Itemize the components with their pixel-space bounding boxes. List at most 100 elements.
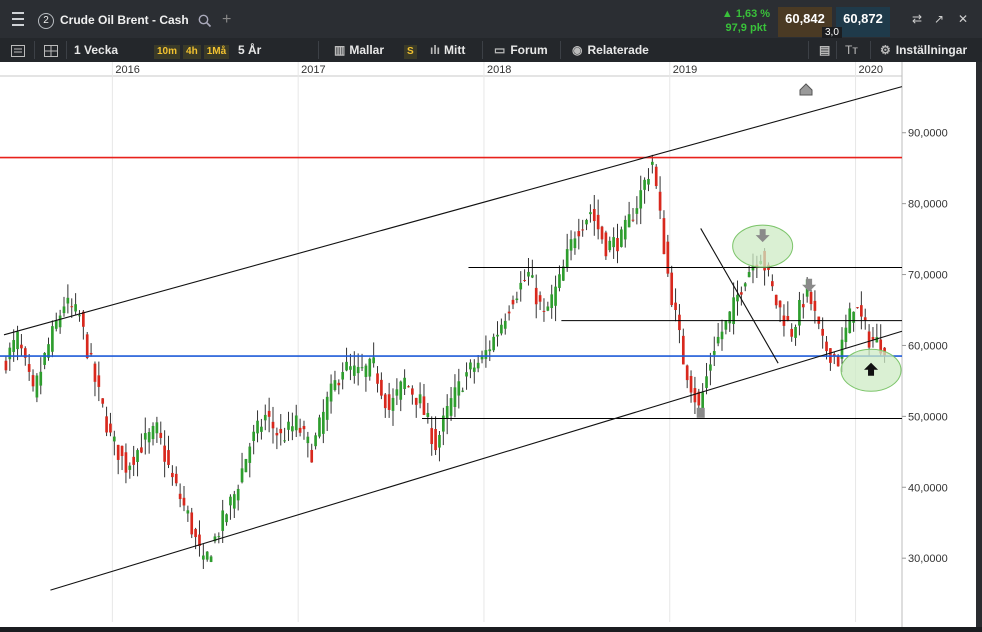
candle-body [875,337,879,343]
mid-button[interactable]: ılı Mitt [430,38,465,62]
candle-body [449,398,453,416]
candle-body [662,218,666,255]
arrow-up-icon [864,362,879,376]
candle-body [58,315,62,328]
chart-area[interactable]: 2016 2017 2018 2019 2020 90,0000 80,0000 70,000… [0,62,982,627]
instrument-title: Crude Oil Brent - Cash [60,13,189,27]
range-select[interactable]: 5 År [238,43,262,57]
trend-line [3,86,903,336]
candle-body [620,229,623,247]
candle-body [623,219,627,240]
candle-body [209,556,213,562]
menu-button[interactable] [0,0,36,38]
candle-body [476,362,480,369]
candle-body [178,493,182,500]
mid-label: Mitt [444,43,466,57]
candle-body [604,232,608,257]
forum-button[interactable]: ▭ Forum [494,38,548,62]
candle-body [341,372,345,380]
sell-price: 60,842 [785,11,825,26]
templates-button[interactable]: ▥ Mallar [334,38,384,62]
candle-body [457,381,461,396]
candle-body [51,326,54,352]
candle-body [550,294,554,309]
candle-body [159,432,163,438]
candle-body [465,372,468,377]
change-pts: 97,9 pkt [725,22,767,34]
candle-body [422,396,426,415]
candle-body [546,306,550,311]
y-tick-label: 40,0000 [908,482,948,494]
indicator-icon: ılı [430,43,441,57]
y-tick-label: 30,0000 [908,553,948,565]
search-icon[interactable] [198,14,212,28]
candle-body [844,327,848,343]
instrument-tab[interactable]: 2 Crude Oil Brent - Cash [38,8,212,32]
candle-body [294,415,298,431]
candle-body [697,391,701,406]
candle-body [318,417,321,437]
candle-body [325,396,329,420]
candle-body [832,354,836,357]
candle-body [101,398,105,404]
candle-body [709,364,712,371]
candle-body [275,432,279,436]
settings-button[interactable]: ⚙ Inställningar [880,38,967,62]
buy-price-button[interactable]: 60,872 [836,7,890,37]
candle-body [430,428,434,445]
collapse-icon[interactable]: ⇄ [912,12,923,26]
list-icon[interactable] [11,38,25,62]
interval-1ma[interactable]: 1Må [203,45,230,59]
candle-body [27,364,31,372]
sell-price-button[interactable]: 60,842 [778,7,832,37]
y-tick-label: 80,0000 [908,199,948,211]
interval-10m[interactable]: 10m [154,45,181,59]
candle-body [681,335,685,365]
related-label: Relaterade [587,43,649,57]
candle-body [82,311,85,327]
popout-icon[interactable]: ↗ [934,12,945,26]
candle-body [860,305,863,317]
home-marker-icon [799,83,813,96]
candle-body [302,425,306,430]
candle-body [496,334,499,337]
candle-body [500,324,503,334]
candle-body [488,349,492,352]
gear-icon: ⚙ [880,43,891,57]
candle-body [596,214,600,230]
related-button[interactable]: ◉ Relaterade [572,38,649,62]
notes-icon[interactable]: ▤ [819,43,831,57]
candle-body [260,426,263,432]
candle-body [356,366,360,374]
add-tab-button[interactable]: + [222,11,232,28]
interval-4h[interactable]: 4h [183,45,201,59]
candle-body [78,315,81,317]
price-chart[interactable]: 2016 2017 2018 2019 2020 90,0000 80,0000 70,000… [0,62,982,627]
candle-body [701,392,704,411]
close-icon[interactable]: ✕ [958,12,969,26]
candle-body [705,376,708,388]
candle-body [747,272,751,278]
candle-body [716,336,720,344]
candle-body [368,358,372,377]
candle-body [232,494,236,509]
trend-line [700,228,779,364]
candle-body [16,331,19,350]
candle-body [387,394,391,410]
candle-body [4,360,8,371]
candle-body [472,367,476,372]
buy-price: 60,872 [843,11,883,26]
candle-body [279,428,283,434]
layout-icon[interactable] [44,38,58,62]
candle-body [720,331,724,340]
candle-body [147,432,151,443]
y-tick-label: 90,0000 [908,128,948,140]
candle-body [411,388,414,395]
forum-label: Forum [510,43,548,57]
text-size-icon[interactable]: Tт [845,43,858,57]
s-badge[interactable]: S [404,38,420,62]
candle-body [658,191,662,211]
candle-body [395,389,399,396]
candle-body [542,310,546,312]
period-select[interactable]: 1 Vecka [74,43,119,57]
